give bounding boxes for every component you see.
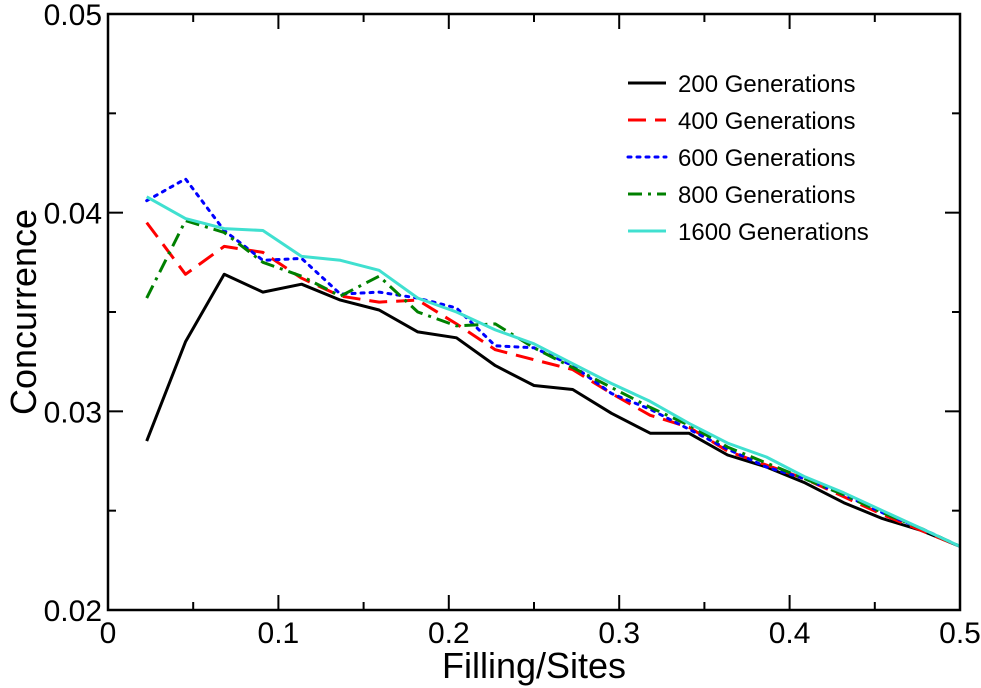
legend-label-3: 600 Generations — [678, 145, 855, 172]
y-tick-label: 0.04 — [44, 198, 102, 231]
plot-marks — [145, 177, 962, 548]
series-line-4 — [145, 219, 961, 548]
plot-frame — [106, 12, 962, 612]
y-tick-label: 0.03 — [44, 396, 102, 429]
series-line-2 — [145, 221, 961, 548]
legend-label-1: 200 Generations — [678, 71, 855, 98]
x-tick-label: 0.3 — [598, 617, 640, 650]
series-line-5 — [145, 195, 961, 548]
legend: 200 Generations 400 Generations 600 Genera… — [626, 71, 869, 246]
x-tick-label: 0.1 — [258, 617, 300, 650]
series-line-1 — [145, 272, 961, 548]
axis-ticks — [107, 13, 961, 611]
tick-labels: 0 0.1 0.2 0.3 0.4 0.5 0.02 0.03 0.04 0.05 — [44, 0, 981, 650]
y-tick-label: 0.05 — [44, 0, 102, 32]
x-tick-label: 0.5 — [939, 617, 981, 650]
x-tick-label: 0 — [100, 617, 117, 650]
x-tick-label: 0.2 — [428, 617, 470, 650]
y-axis-title: Concurrence — [3, 209, 44, 415]
legend-label-2: 400 Generations — [678, 108, 855, 135]
x-axis-title: Filling/Sites — [442, 645, 626, 686]
legend-label-5: 1600 Generations — [678, 219, 869, 246]
x-tick-label: 0.4 — [769, 617, 811, 650]
legend-label-4: 800 Generations — [678, 182, 855, 209]
y-tick-label: 0.02 — [44, 595, 102, 628]
